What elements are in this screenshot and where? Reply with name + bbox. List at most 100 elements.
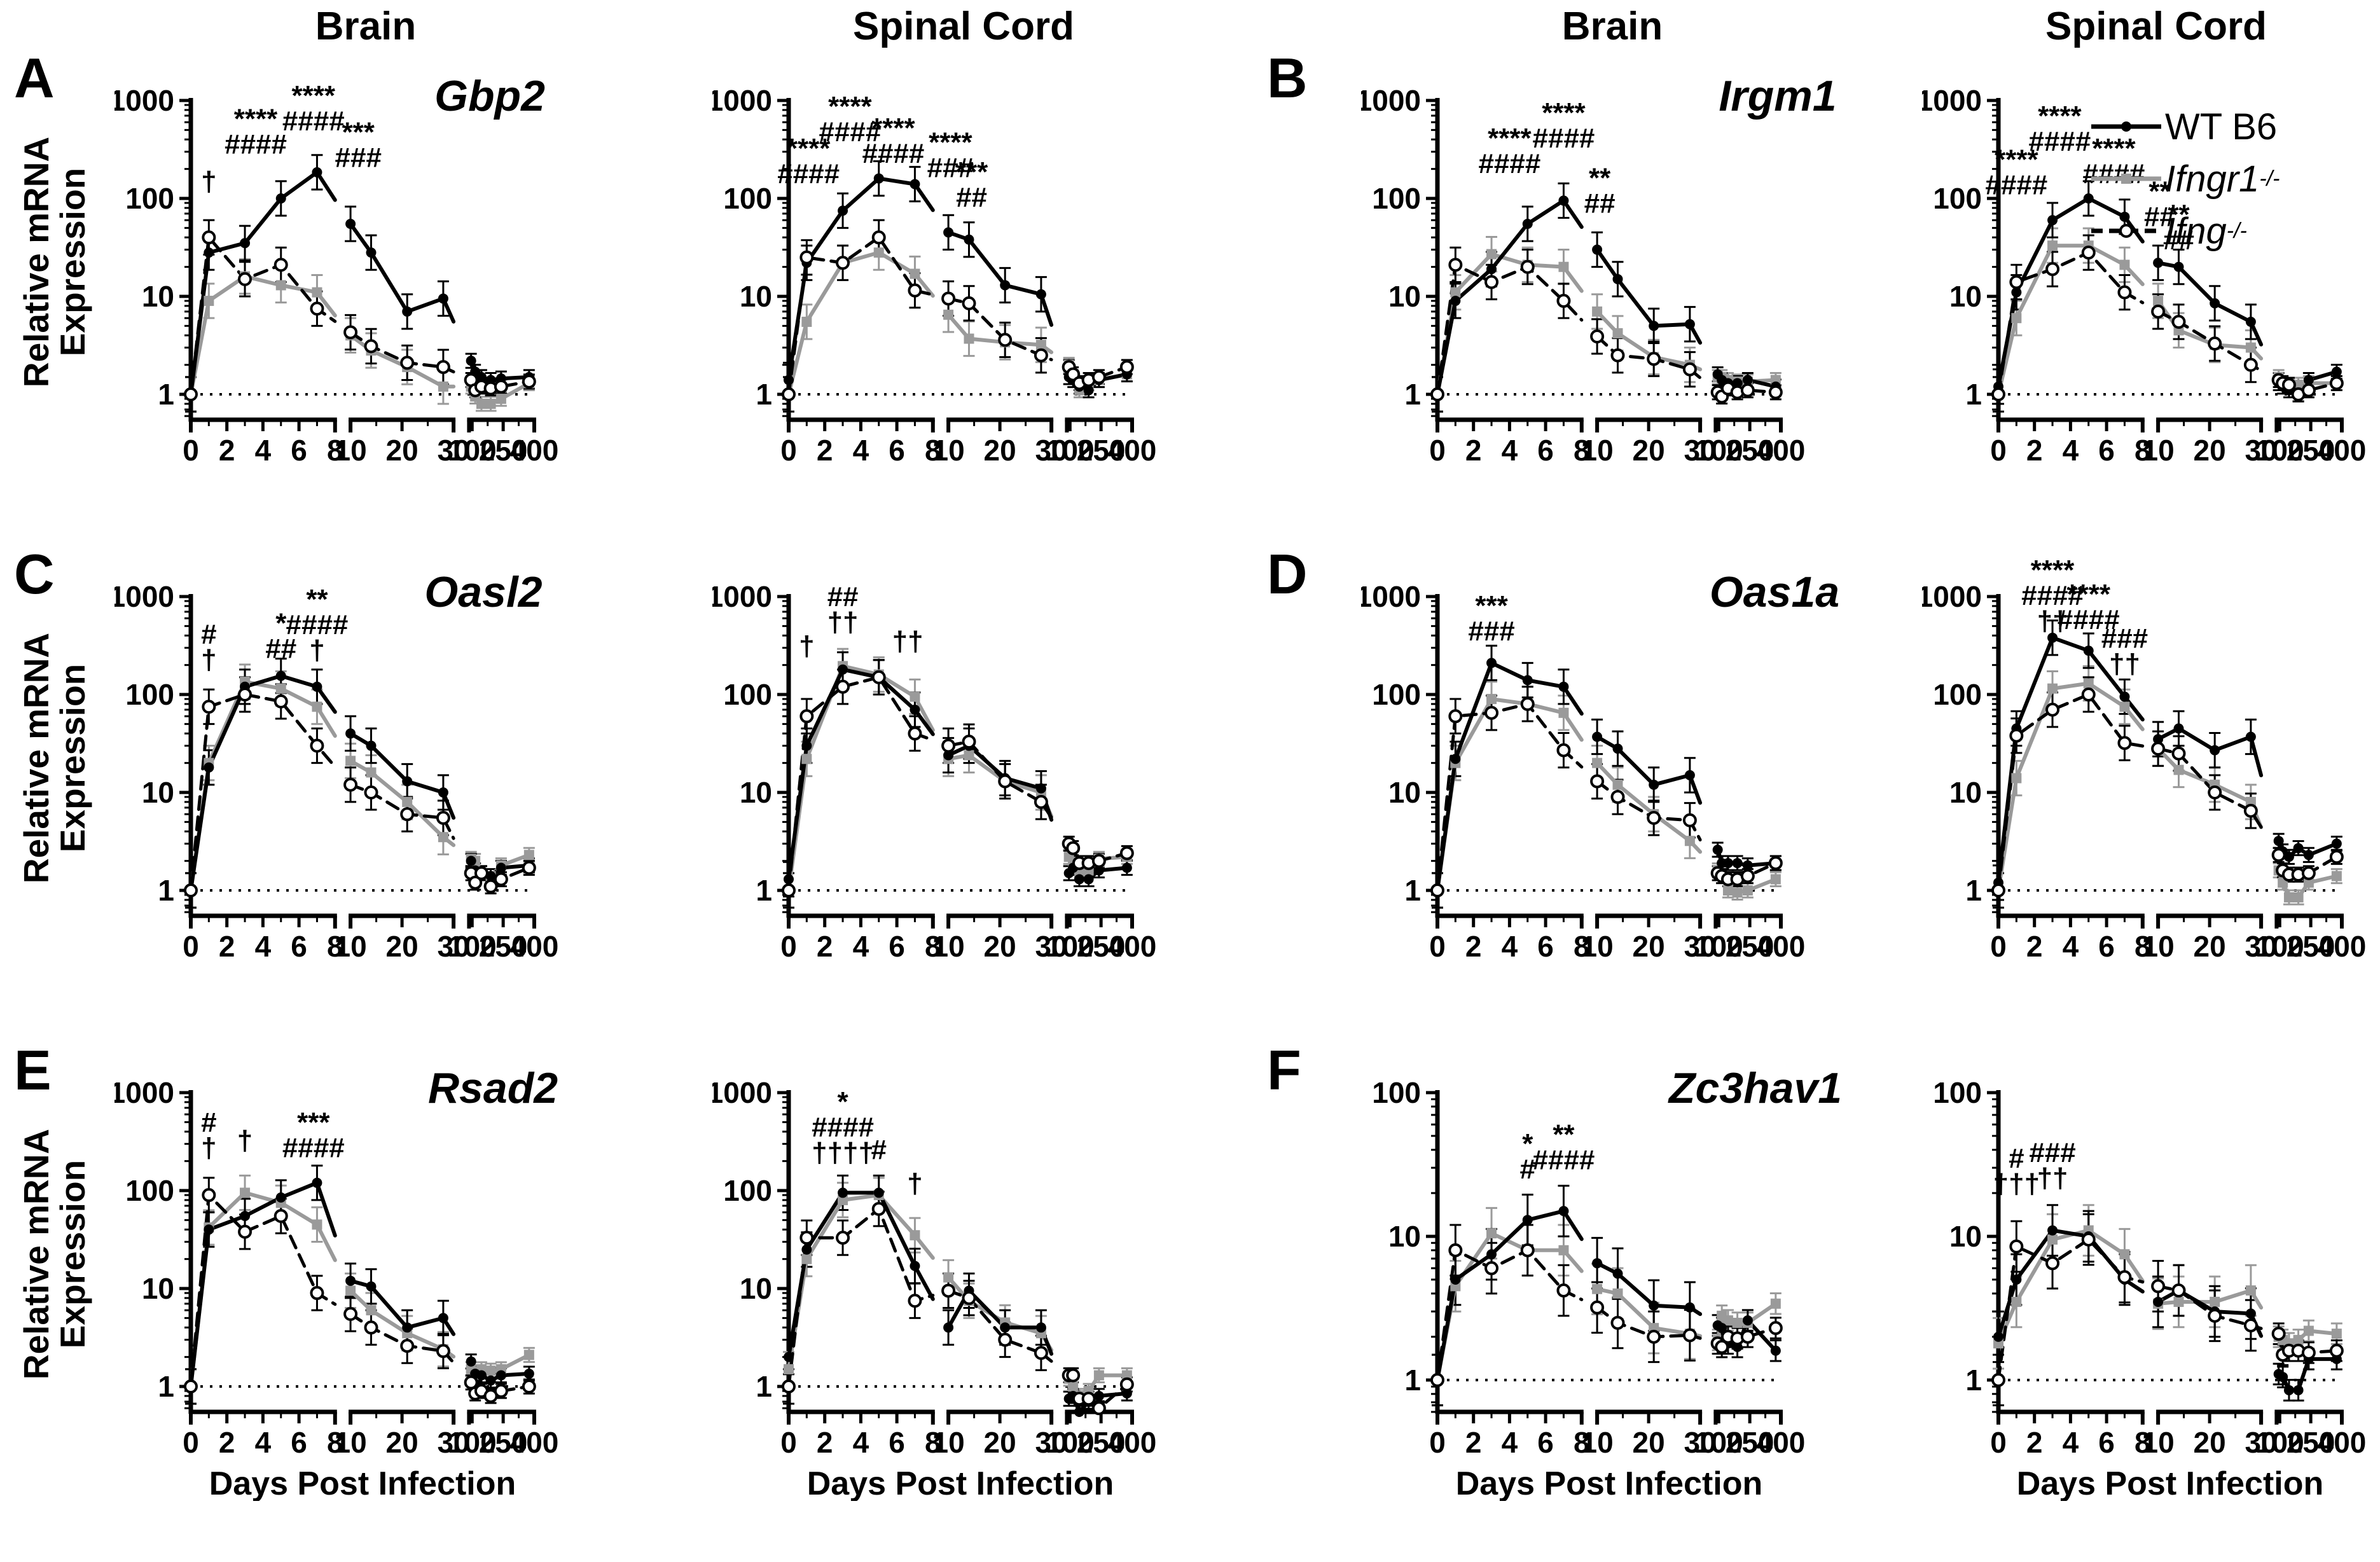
svg-text:100: 100 [1694,930,1743,963]
svg-text:2: 2 [2026,1426,2043,1459]
legend-marker-filled-square-icon [2087,160,2165,198]
svg-text:250: 250 [1077,1426,1126,1459]
legend-label-wt-b6: WT B6 [2165,106,2278,148]
svg-text:400: 400 [1108,1426,1157,1459]
svg-text:2: 2 [2026,930,2043,963]
svg-text:2: 2 [219,434,235,467]
svg-text:0: 0 [183,434,199,467]
panel-letter-f: F [1267,1039,1301,1102]
svg-text:10: 10 [142,280,174,313]
svg-text:2: 2 [1465,930,1482,963]
svg-text:1: 1 [158,1370,174,1403]
svg-text:##: ## [265,633,296,664]
svg-text:1000: 1000 [114,580,174,613]
svg-text:6: 6 [889,434,905,467]
svg-text:****: **** [2067,579,2111,610]
svg-text:6: 6 [1537,434,1554,467]
svg-text:100: 100 [1372,678,1421,711]
svg-text:Days Post Infection: Days Post Infection [209,1465,516,1501]
legend-marker-filled-circle-icon [2087,107,2165,146]
svg-text:400: 400 [510,1426,559,1459]
svg-text:1000: 1000 [1361,580,1421,613]
svg-text:100: 100 [448,434,497,467]
legend-item-ifngr1: Ifngr1 -/- [2087,153,2280,205]
svg-text:****: **** [234,104,278,135]
svg-text:†: † [309,635,324,666]
legend-sup-ifng: -/- [2226,218,2247,243]
svg-text:4: 4 [853,434,869,467]
svg-text:100: 100 [1933,1076,1982,1109]
svg-text:1000: 1000 [1361,84,1421,117]
svg-text:20: 20 [386,930,419,963]
svg-text:30: 30 [438,1426,470,1459]
svg-text:**: ** [2168,199,2190,230]
svg-text:####: #### [777,158,840,190]
svg-text:400: 400 [2318,434,2367,467]
svg-text:1: 1 [1404,1364,1421,1397]
svg-text:30: 30 [1684,434,1717,467]
svg-text:††: †† [2037,1163,2068,1194]
svg-text:**: ** [306,584,328,615]
svg-text:10: 10 [1581,434,1614,467]
svg-text:100: 100 [723,678,772,711]
svg-text:100: 100 [125,678,174,711]
svg-text:1: 1 [1404,874,1421,907]
svg-text:####: #### [2028,126,2091,157]
svg-text:4: 4 [1502,1426,1518,1459]
svg-text:††††: †††† [812,1137,874,1168]
svg-text:†: † [201,166,216,197]
svg-text:4: 4 [255,434,272,467]
svg-text:1000: 1000 [1922,84,1982,117]
svg-text:####: #### [2021,580,2084,611]
svg-text:30: 30 [438,434,470,467]
svg-text:20: 20 [2194,1426,2226,1459]
svg-text:400: 400 [510,434,559,467]
gene-title-oas1a: Oas1a [1709,568,1840,616]
svg-text:30: 30 [1684,930,1717,963]
chart-a-spinal-cord: 1 10 100 1000 0 2 4 6 8 10 20 30 100 250 400 **** #### **… [712,64,1170,509]
svg-text:10: 10 [335,434,367,467]
svg-text:1000: 1000 [114,1076,174,1109]
svg-text:30: 30 [2245,434,2278,467]
svg-text:1: 1 [756,874,772,907]
svg-text:#: # [201,1107,216,1138]
svg-text:30: 30 [2245,1426,2278,1459]
svg-text:2: 2 [1465,434,1482,467]
svg-text:10: 10 [1388,1220,1421,1253]
svg-text:4: 4 [1502,930,1518,963]
svg-text:20: 20 [1633,434,1665,467]
chart-b-spinal-cord: 1 10 100 1000 0 2 4 6 8 10 20 30 100 250 400 **** #### **… [1922,64,2380,509]
svg-text:****: **** [787,133,831,164]
svg-text:****: **** [1542,97,1586,128]
svg-text:400: 400 [2318,1426,2367,1459]
svg-text:1: 1 [158,378,174,411]
svg-text:4: 4 [1502,434,1518,467]
svg-text:####: #### [282,1132,345,1163]
svg-text:250: 250 [2287,434,2335,467]
svg-text:8: 8 [327,930,343,963]
column-header-brain-left: Brain [315,4,417,48]
svg-text:6: 6 [291,434,307,467]
svg-text:100: 100 [1046,1426,1095,1459]
svg-text:100: 100 [1933,182,1982,215]
svg-text:1000: 1000 [114,84,174,117]
svg-text:20: 20 [386,1426,419,1459]
svg-text:Days Post Infection: Days Post Infection [2017,1465,2324,1501]
svg-text:0: 0 [183,930,199,963]
svg-text:0: 0 [1990,434,2007,467]
svg-text:400: 400 [1757,930,1806,963]
svg-text:400: 400 [1757,434,1806,467]
svg-text:100: 100 [723,1174,772,1207]
svg-text:1: 1 [1965,1364,1982,1397]
svg-text:6: 6 [889,930,905,963]
svg-text:####: #### [1533,123,1595,154]
panel-letter-c: C [14,543,55,605]
svg-text:***: *** [955,156,988,188]
svg-text:####: #### [2082,158,2145,190]
svg-text:400: 400 [2318,930,2367,963]
svg-text:6: 6 [291,1426,307,1459]
svg-text:8: 8 [1574,930,1590,963]
svg-text:100: 100 [125,1174,174,1207]
svg-text:30: 30 [1035,1426,1068,1459]
svg-text:4: 4 [853,930,869,963]
